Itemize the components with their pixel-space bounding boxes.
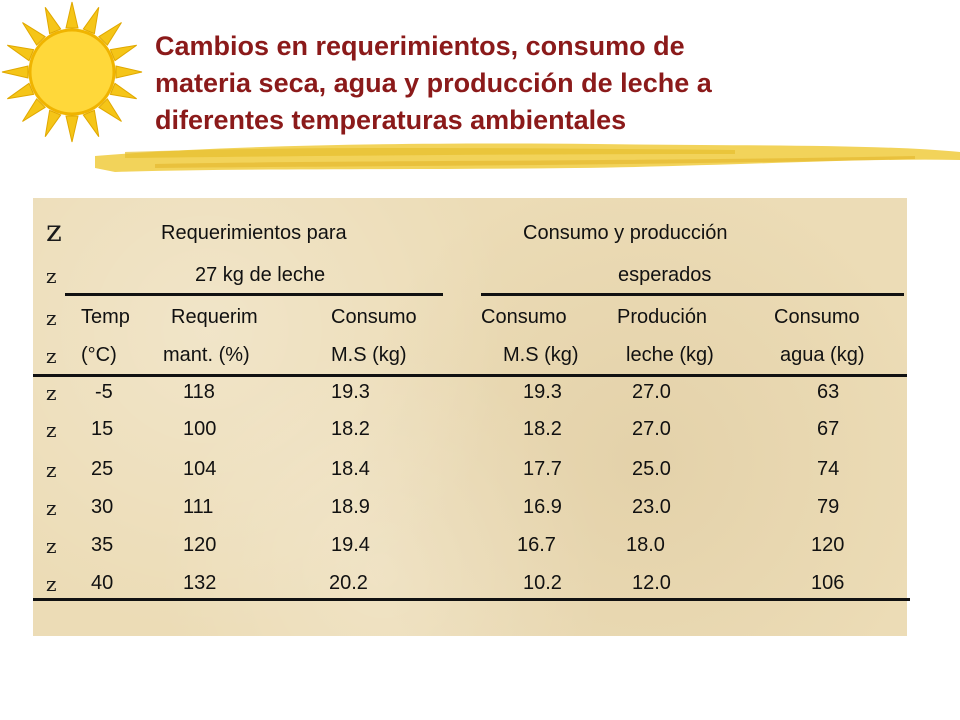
- table-cell: 20.2: [329, 572, 368, 594]
- table-cell: 30: [91, 496, 114, 518]
- bullet-icon: z: [46, 306, 57, 330]
- table-cell: 18.0: [626, 534, 665, 556]
- data-table: z Requerimientos para Consumo y producci…: [33, 198, 910, 636]
- table-cell: 25: [91, 458, 114, 480]
- column-unit-row: z (°C) mant. (%) M.S (kg) M.S (kg) leche…: [33, 344, 907, 374]
- table-cell: -5: [95, 381, 113, 403]
- table-cell: 18.2: [331, 418, 370, 440]
- bullet-icon: z: [46, 572, 57, 596]
- slide-title: Cambios en requerimientos, consumo de ma…: [155, 28, 849, 139]
- table-cell: 27.0: [632, 418, 671, 440]
- table-row: z -5 118 19.3 19.3 27.0 63: [33, 381, 907, 411]
- column-header: Produción: [617, 306, 708, 328]
- table-cell: 19.3: [523, 381, 562, 403]
- table-cell: 23.0: [632, 496, 671, 518]
- group-header-consumption: Consumo y producción: [523, 222, 728, 244]
- column-unit: leche (kg): [626, 344, 714, 366]
- table-cell: 12.0: [632, 572, 671, 594]
- table-cell: 104: [183, 458, 217, 480]
- column-unit: (°C): [81, 344, 117, 366]
- table-cell: 111: [183, 496, 214, 518]
- divider-line: [65, 293, 443, 296]
- table-row: z 15 100 18.2 18.2 27.0 67: [33, 418, 907, 448]
- column-header: Consumo: [331, 306, 417, 328]
- column-unit: mant. (%): [163, 344, 250, 366]
- table-cell: 16.9: [523, 496, 562, 518]
- bullet-icon: z: [46, 214, 62, 249]
- table-cell: 18.9: [331, 496, 370, 518]
- bullet-icon: z: [46, 344, 57, 368]
- group-subheader-requirements: 27 kg de leche: [195, 264, 326, 286]
- table-cell: 132: [183, 572, 217, 594]
- table-cell: 18.4: [331, 458, 370, 480]
- table-cell: 100: [183, 418, 217, 440]
- column-header: Temp: [81, 306, 130, 328]
- table-cell: 25.0: [632, 458, 671, 480]
- table-row: z 40 132 20.2 10.2 12.0 106: [33, 572, 907, 602]
- table-row: z 25 104 18.4 17.7 25.0 74: [33, 458, 907, 488]
- title-line-3: diferentes temperaturas ambientales: [155, 105, 627, 135]
- bullet-icon: z: [46, 381, 57, 405]
- table-row: z 30 111 18.9 16.9 23.0 79: [33, 496, 907, 526]
- bullet-icon: z: [46, 496, 57, 520]
- table-cell: 67: [817, 418, 840, 440]
- table-cell: 35: [91, 534, 114, 556]
- table-cell: 74: [817, 458, 840, 480]
- column-unit: M.S (kg): [503, 344, 579, 366]
- table-cell: 27.0: [632, 381, 671, 403]
- table-cell: 15: [91, 418, 114, 440]
- group-subheader-consumption: esperados: [618, 264, 712, 286]
- table-cell: 17.7: [523, 458, 562, 480]
- brush-stroke-decoration: [95, 143, 960, 172]
- bullet-icon: z: [46, 418, 57, 442]
- table-row: z 35 120 19.4 16.7 18.0 120: [33, 534, 907, 564]
- column-header-row: z Temp Requerim Consumo Consumo Produció…: [33, 306, 907, 336]
- title-line-2: materia seca, agua y producción de leche…: [155, 68, 712, 98]
- divider-line: [481, 293, 904, 296]
- table-cell: 40: [91, 572, 114, 594]
- table-cell: 63: [817, 381, 840, 403]
- table-cell: 79: [817, 496, 840, 518]
- table-cell: 18.2: [523, 418, 562, 440]
- header-divider-line: [33, 374, 907, 377]
- column-header: Consumo: [774, 306, 860, 328]
- footer-divider-line: [33, 598, 910, 601]
- table-cell: 106: [811, 572, 845, 594]
- table-cell: 120: [811, 534, 845, 556]
- group-header-row: z Requerimientos para Consumo y producci…: [33, 214, 907, 252]
- table-cell: 19.3: [331, 381, 370, 403]
- table-cell: 118: [183, 381, 215, 403]
- table-cell: 16.7: [517, 534, 556, 556]
- group-subheader-row: z 27 kg de leche esperados: [33, 264, 907, 294]
- title-line-1: Cambios en requerimientos, consumo de: [155, 31, 685, 61]
- table-cell: 10.2: [523, 572, 562, 594]
- sun-icon: [1, 1, 143, 143]
- column-header: Consumo: [481, 306, 567, 328]
- column-unit: agua (kg): [780, 344, 865, 366]
- bullet-icon: z: [46, 264, 57, 288]
- table-cell: 19.4: [331, 534, 370, 556]
- bullet-icon: z: [46, 534, 57, 558]
- table-cell: 120: [183, 534, 217, 556]
- column-unit: M.S (kg): [331, 344, 407, 366]
- group-header-requirements: Requerimientos para: [161, 222, 347, 244]
- bullet-icon: z: [46, 458, 57, 482]
- column-header: Requerim: [171, 306, 258, 328]
